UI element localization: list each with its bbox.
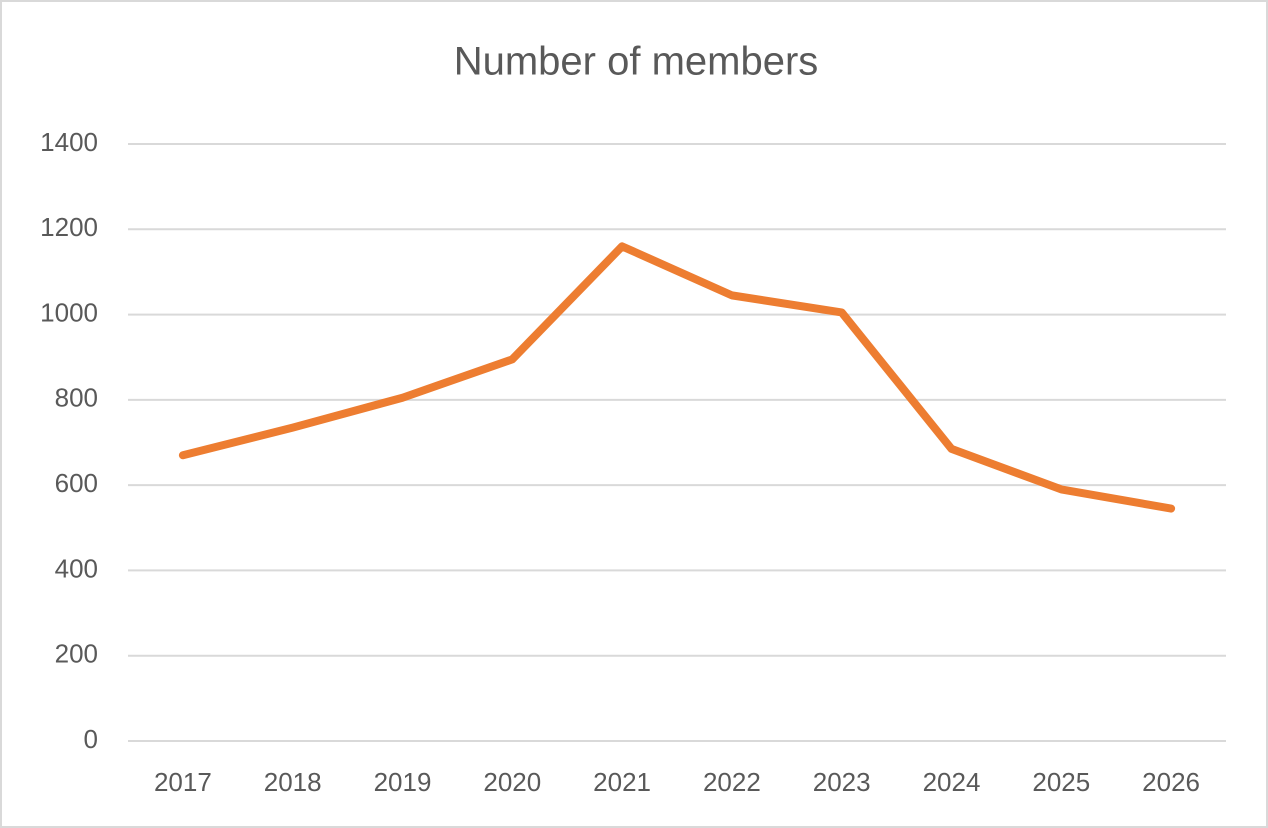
- x-tick-label: 2026: [1142, 767, 1200, 797]
- y-tick-label: 1400: [40, 127, 98, 157]
- x-tick-label: 2022: [703, 767, 761, 797]
- x-tick-label: 2019: [374, 767, 432, 797]
- x-tick-label: 2025: [1032, 767, 1090, 797]
- x-tick-label: 2021: [593, 767, 651, 797]
- y-tick-label: 200: [55, 639, 98, 669]
- y-tick-label: 1000: [40, 297, 98, 327]
- y-tick-label: 0: [84, 724, 98, 754]
- y-tick-label: 400: [55, 553, 98, 583]
- x-tick-label: 2024: [923, 767, 981, 797]
- line-series: [178, 242, 1176, 513]
- x-tick-label: 2018: [264, 767, 322, 797]
- chart-title: Number of members: [454, 40, 819, 84]
- y-tick-label: 1200: [40, 212, 98, 242]
- x-tick-label: 2017: [154, 767, 212, 797]
- y-tick-label: 600: [55, 468, 98, 498]
- x-tick-label: 2020: [483, 767, 541, 797]
- y-tick-label: 800: [55, 383, 98, 413]
- x-tick-label: 2023: [813, 767, 871, 797]
